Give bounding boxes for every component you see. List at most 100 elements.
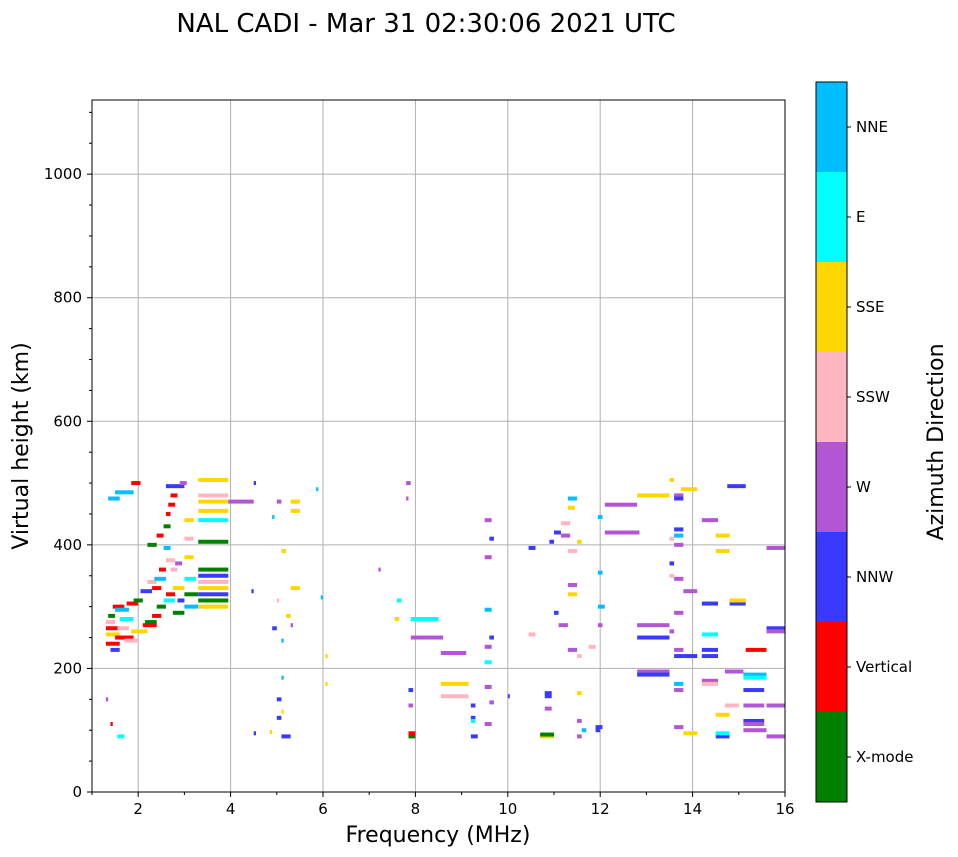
echo-point <box>112 604 125 609</box>
echo-point <box>595 725 603 730</box>
echo-point <box>595 728 601 733</box>
echo-point <box>152 586 162 591</box>
echo-point <box>597 515 603 520</box>
echo-point <box>276 697 282 702</box>
colorbar-segment <box>816 622 847 712</box>
echo-points <box>105 477 785 739</box>
echo-point <box>142 623 157 628</box>
echo-point <box>198 477 229 482</box>
echo-point <box>669 573 675 578</box>
echo-point <box>715 549 730 554</box>
colorbar-segment <box>816 172 847 262</box>
echo-point <box>158 567 166 572</box>
colorbar-frame <box>815 81 848 803</box>
echo-point <box>115 607 129 612</box>
echo-point <box>507 694 510 699</box>
echo-point <box>683 654 698 659</box>
echo-point <box>701 681 719 686</box>
echo-point <box>175 561 183 566</box>
azimuth-colorbar: X-mode Vertical NNW W SSW SSE E NNE <box>815 81 913 803</box>
colorbar-title: Azimuth Direction <box>924 343 949 540</box>
echo-point <box>724 703 739 708</box>
echo-point <box>727 484 746 489</box>
echo-point <box>766 734 785 739</box>
y-tick-label: 0 <box>72 783 82 801</box>
echo-point <box>156 604 166 609</box>
colorbar-label: E <box>856 208 865 226</box>
echo-point <box>560 533 571 538</box>
echo-point <box>674 647 684 652</box>
echo-point <box>743 703 765 708</box>
colorbar-segment <box>816 532 847 622</box>
echo-point <box>140 589 153 594</box>
echo-point <box>577 691 582 696</box>
echo-point <box>669 561 675 566</box>
echo-point <box>165 511 171 516</box>
echo-point <box>674 688 684 693</box>
echo-point <box>597 604 605 609</box>
echo-point <box>276 499 282 504</box>
echo-point <box>567 549 578 554</box>
echo-point <box>715 734 730 739</box>
echo-point <box>567 583 578 588</box>
echo-point <box>674 576 684 581</box>
echo-point <box>729 598 746 603</box>
echo-point <box>165 592 176 597</box>
echo-point <box>198 539 229 544</box>
echo-point <box>184 555 194 560</box>
echo-point <box>528 632 536 637</box>
y-tick-label: 400 <box>53 536 82 554</box>
echo-point <box>489 635 494 640</box>
echo-point <box>198 573 229 578</box>
echo-point <box>408 703 414 708</box>
echo-point <box>743 675 767 680</box>
echo-point <box>408 734 416 739</box>
colorbar-segment <box>816 352 847 442</box>
echo-point <box>567 592 578 597</box>
echo-point <box>105 626 120 631</box>
echo-point <box>276 715 282 720</box>
echo-point <box>154 576 166 581</box>
echo-point <box>126 601 139 606</box>
echo-point <box>674 527 684 532</box>
colorbar-label: X-mode <box>856 748 913 766</box>
echo-point <box>133 598 143 603</box>
echo-point <box>378 567 381 572</box>
echo-point <box>253 731 257 736</box>
echo-point <box>637 669 670 674</box>
echo-point <box>604 502 638 507</box>
echo-point <box>105 632 120 637</box>
echo-point <box>281 709 284 714</box>
echo-point <box>115 635 134 640</box>
echo-point <box>554 530 561 535</box>
echo-point <box>131 481 141 486</box>
echo-point <box>290 508 300 513</box>
echo-point <box>674 681 684 686</box>
x-tick-label: 14 <box>683 800 702 818</box>
echo-point <box>281 549 287 554</box>
colorbar-segment <box>816 712 847 802</box>
echo-point <box>554 610 559 615</box>
echo-point <box>681 487 698 492</box>
x-tick-label: 12 <box>591 800 610 818</box>
echo-point <box>470 718 476 723</box>
echo-point <box>470 715 476 720</box>
echo-point <box>281 638 284 643</box>
echo-point <box>637 635 670 640</box>
echo-point <box>674 533 684 538</box>
echo-point <box>484 644 492 649</box>
echo-point <box>198 518 229 523</box>
x-tick-label: 6 <box>318 800 328 818</box>
colorbar-label: NNE <box>856 118 888 136</box>
echo-point <box>549 539 554 544</box>
echo-point <box>152 613 162 618</box>
echo-point <box>484 660 492 665</box>
echo-point <box>198 592 229 597</box>
echo-point <box>165 558 176 563</box>
echo-point <box>766 703 785 708</box>
echo-point <box>604 530 640 535</box>
echo-point <box>406 481 411 486</box>
echo-point <box>320 595 323 600</box>
echo-point <box>172 586 185 591</box>
